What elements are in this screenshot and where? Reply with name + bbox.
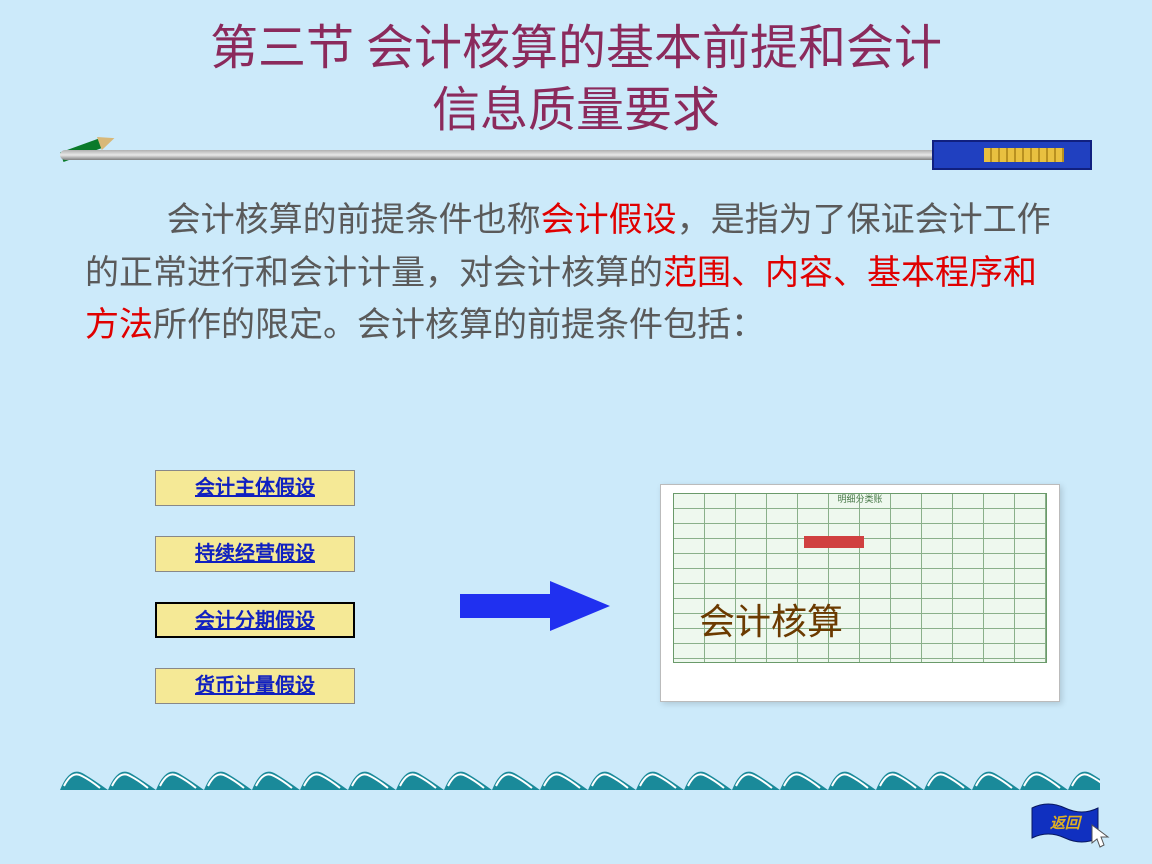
ruler-icon [932, 140, 1092, 170]
return-label: 返回 [1050, 815, 1083, 832]
assumption-links: 会计主体假设 持续经营假设 会计分期假设 货币计量假设 [155, 470, 365, 734]
ledger-overlay-text: 会计核算 [699, 593, 843, 645]
title-line2: 信息质量要求 [432, 84, 720, 137]
ledger-image: 明细分类账 会计核算 [660, 484, 1060, 702]
body-paragraph: 会计核算的前提条件也称会计假设，是指为了保证会计工作的正常进行和会计计量，对会计… [85, 195, 1065, 353]
para-red1: 会计假设 [541, 202, 677, 239]
title-line1: 第三节 会计核算的基本前提和会计 [210, 22, 942, 75]
horizontal-divider [60, 150, 1080, 160]
link-accounting-entity[interactable]: 会计主体假设 [155, 470, 355, 506]
cursor-icon [1090, 823, 1112, 854]
ledger-red-strip [804, 536, 864, 548]
wave-border-icon [60, 760, 1100, 798]
arrow-icon [460, 576, 610, 641]
slide-title: 第三节 会计核算的基本前提和会计 信息质量要求 [0, 0, 1152, 143]
link-accounting-period[interactable]: 会计分期假设 [155, 602, 355, 638]
link-going-concern[interactable]: 持续经营假设 [155, 536, 355, 572]
link-monetary-unit[interactable]: 货币计量假设 [155, 668, 355, 704]
para-seg3: 所作的限定。会计核算的前提条件包括： [153, 307, 765, 344]
para-seg1: 会计核算的前提条件也称 [167, 202, 541, 239]
ledger-header: 明细分类账 [674, 492, 1046, 505]
